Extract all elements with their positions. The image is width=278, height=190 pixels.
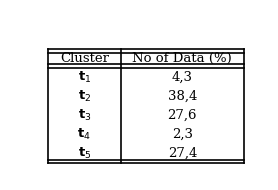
Text: 38,4: 38,4 <box>168 90 197 103</box>
Text: $\mathbf{t}_5$: $\mathbf{t}_5$ <box>78 146 91 161</box>
Text: $\mathbf{t}_4$: $\mathbf{t}_4$ <box>77 127 91 142</box>
Text: 27,4: 27,4 <box>168 147 197 160</box>
Text: 27,6: 27,6 <box>168 109 197 122</box>
Text: No of Data (%): No of Data (%) <box>132 52 232 65</box>
Text: Cluster: Cluster <box>60 52 109 65</box>
Text: $\mathbf{t}_2$: $\mathbf{t}_2$ <box>78 89 91 104</box>
Text: $\mathbf{t}_1$: $\mathbf{t}_1$ <box>78 70 91 85</box>
Text: $\mathbf{t}_3$: $\mathbf{t}_3$ <box>78 108 91 123</box>
Text: 4,3: 4,3 <box>172 71 193 84</box>
Text: 2,3: 2,3 <box>172 128 193 141</box>
